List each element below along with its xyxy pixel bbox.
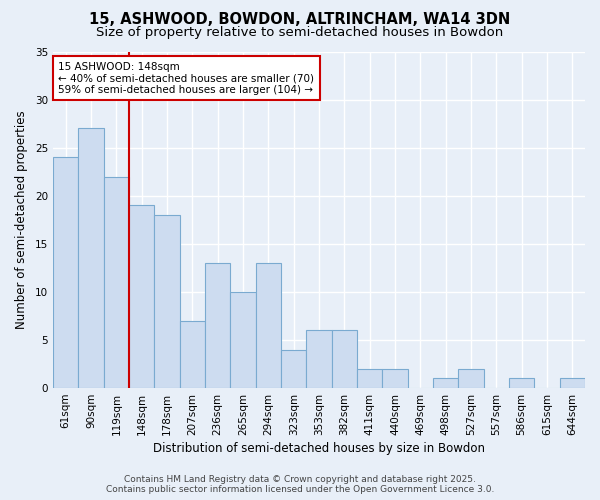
Bar (458, 369, 484, 388)
Bar (357, 369, 382, 388)
Bar (332, 330, 357, 388)
X-axis label: Distribution of semi-detached houses by size in Bowdon: Distribution of semi-detached houses by … (153, 442, 485, 455)
Bar (154, 215, 180, 388)
Bar (281, 350, 307, 388)
Bar (180, 321, 205, 388)
Bar (307, 330, 332, 388)
Text: Contains HM Land Registry data © Crown copyright and database right 2025.
Contai: Contains HM Land Registry data © Crown c… (106, 474, 494, 494)
Bar (230, 292, 256, 388)
Bar (509, 378, 535, 388)
Bar (79, 128, 104, 388)
Y-axis label: Number of semi-detached properties: Number of semi-detached properties (15, 110, 28, 329)
Bar (104, 176, 129, 388)
Bar (382, 369, 407, 388)
Text: 15, ASHWOOD, BOWDON, ALTRINCHAM, WA14 3DN: 15, ASHWOOD, BOWDON, ALTRINCHAM, WA14 3D… (89, 12, 511, 28)
Text: 15 ASHWOOD: 148sqm
← 40% of semi-detached houses are smaller (70)
59% of semi-de: 15 ASHWOOD: 148sqm ← 40% of semi-detache… (58, 62, 314, 95)
Bar (560, 378, 585, 388)
Bar (53, 158, 79, 388)
Bar (256, 263, 281, 388)
Text: Size of property relative to semi-detached houses in Bowdon: Size of property relative to semi-detach… (97, 26, 503, 39)
Bar (205, 263, 230, 388)
Bar (433, 378, 458, 388)
Bar (129, 206, 154, 388)
